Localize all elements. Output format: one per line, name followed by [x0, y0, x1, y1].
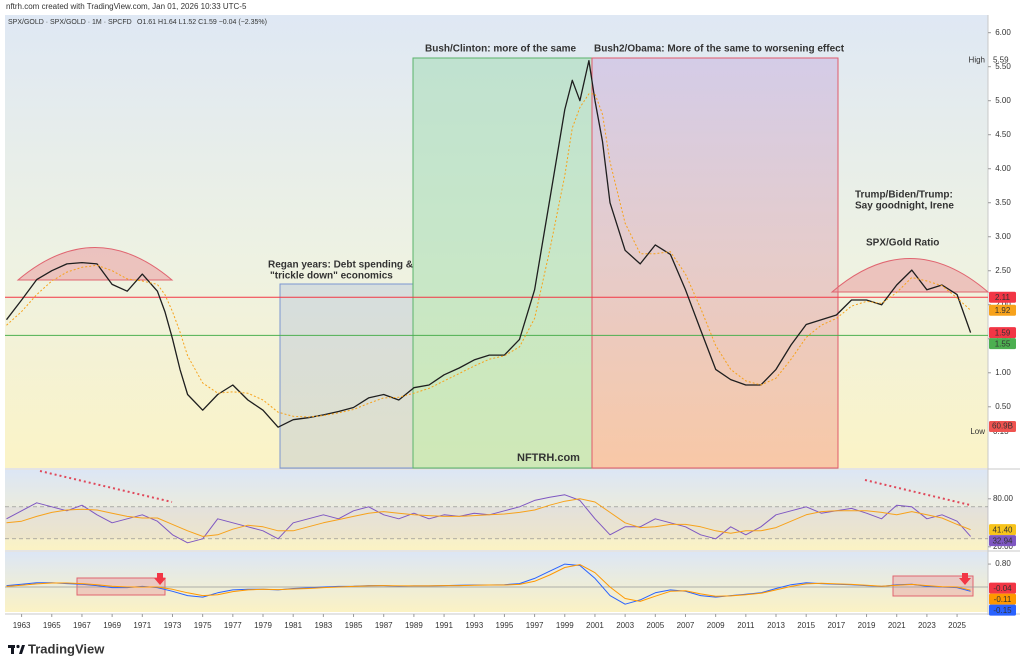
price-tag: [989, 524, 1016, 536]
macd-panel-bg: [5, 552, 988, 612]
arrow: [154, 573, 166, 585]
x-tick-label: 1973: [164, 621, 182, 630]
y-tick-label: 3.00: [995, 232, 1011, 241]
arrow: [959, 573, 971, 585]
extreme-name: High: [969, 56, 985, 65]
x-tick-label: 1969: [103, 621, 121, 630]
price-tag-label: 32.94: [992, 536, 1013, 545]
price-tag-label: -0.15: [993, 606, 1012, 615]
x-tick-label: 2019: [858, 621, 876, 630]
y-tick-label: 0.80: [995, 559, 1011, 568]
price-tag: [989, 327, 1016, 339]
ohlc: O1.61 H1.64 L1.52 C1.59 −0.04 (−2.35%): [137, 19, 267, 26]
price-tag-label: 1.55: [995, 339, 1011, 348]
x-tick-label: 2011: [737, 621, 755, 630]
y-tick-label: 2.50: [995, 266, 1011, 275]
y-tick-label: 5.50: [995, 62, 1011, 71]
annotation: Say goodnight, Irene: [855, 201, 954, 212]
x-tick-label: 1999: [556, 621, 574, 630]
y-tick-label: 4.50: [995, 130, 1011, 139]
price-tag: [989, 593, 1016, 605]
price-tag-label: -0.04: [993, 584, 1012, 593]
price-tag: [989, 291, 1016, 303]
regan-box: [279, 283, 414, 469]
y-tick-label: 80.00: [993, 494, 1014, 503]
rsi-band: [5, 506, 988, 539]
symbol: SPX/GOLD · SPX/GOLD · 1M · SPCFD: [8, 19, 132, 26]
x-tick-label: 2009: [707, 621, 725, 630]
top-dome: [830, 258, 990, 293]
annotation: Bush/Clinton: more of the same: [425, 44, 577, 55]
x-tick-label: 1965: [43, 621, 61, 630]
x-tick-label: 2003: [616, 621, 634, 630]
x-tick-label: 2013: [767, 621, 785, 630]
x-tick-label: 2007: [677, 621, 695, 630]
x-tick-label: 1981: [284, 621, 302, 630]
price-tag: [989, 604, 1016, 616]
price-tag: [989, 338, 1016, 350]
x-tick-label: 1983: [314, 621, 332, 630]
annotation: Bush2/Obama: More of the same to worseni…: [594, 44, 845, 55]
extreme-name: Low: [970, 427, 985, 436]
credit: nftrh.com created with TradingView.com, …: [6, 2, 247, 11]
x-tick-label: 2001: [586, 621, 604, 630]
y-tick-label: 5.00: [995, 96, 1011, 105]
volume-tag: [989, 421, 1016, 432]
brand: TradingView: [28, 641, 105, 656]
y-tick-label: 0.50: [995, 402, 1011, 411]
y-tick-label: 20.00: [993, 542, 1014, 551]
x-tick-label: 2023: [918, 621, 936, 630]
annotation: Regan years: Debt spending &: [268, 260, 413, 271]
bush-clinton-box: [412, 57, 593, 469]
x-tick-label: 1985: [345, 621, 363, 630]
x-tick-label: 1971: [133, 621, 151, 630]
series-line: [6, 498, 971, 537]
series-line: [6, 564, 971, 602]
x-tick-label: 1979: [254, 621, 272, 630]
y-tick-label: 2.00: [995, 300, 1011, 309]
series-line: [5, 59, 972, 428]
price-tag-label: 41.40: [992, 525, 1013, 534]
annotation: SPX/Gold Ratio: [866, 238, 939, 249]
x-tick-label: 1967: [73, 621, 91, 630]
price-tag: [989, 304, 1016, 316]
tv-logo: [8, 644, 25, 654]
x-tick-label: 1997: [526, 621, 544, 630]
price-tag: [989, 582, 1016, 594]
price-tag-label: -0.11: [994, 595, 1012, 604]
x-tick-label: 1977: [224, 621, 242, 630]
extreme-value: 5.59: [993, 56, 1009, 65]
bush2-obama-box: [591, 57, 839, 469]
x-tick-label: 1995: [496, 621, 514, 630]
annotation: "trickle down" economics: [270, 271, 393, 282]
volume-tag-label: 60.9B: [992, 422, 1013, 431]
y-tick-label: 3.50: [995, 198, 1011, 207]
x-tick-label: 2017: [827, 621, 845, 630]
x-tick-label: 2025: [948, 621, 966, 630]
y-tick-label: 4.00: [995, 164, 1011, 173]
annotation: Trump/Biden/Trump:: [855, 190, 953, 201]
rsi-panel-bg: [5, 470, 988, 550]
price-tag-label: 2.11: [995, 293, 1011, 302]
y-tick-label: 1.00: [995, 368, 1011, 377]
x-tick-label: 2005: [646, 621, 664, 630]
x-tick-label: 1975: [194, 621, 212, 630]
annotation: NFTRH.com: [517, 452, 580, 464]
x-tick-label: 1963: [13, 621, 31, 630]
x-tick-label: 2015: [797, 621, 815, 630]
x-tick-label: 1993: [465, 621, 483, 630]
x-tick-label: 1989: [405, 621, 423, 630]
x-tick-label: 1987: [375, 621, 393, 630]
x-tick-label: 1991: [435, 621, 453, 630]
series-line: [6, 93, 971, 418]
price-tag-label: 1.92: [995, 306, 1011, 315]
y-tick-label: 6.00: [995, 28, 1011, 37]
price-tag: [989, 535, 1016, 547]
x-tick-label: 2021: [888, 621, 906, 630]
price-tag-label: 1.59: [995, 328, 1011, 337]
